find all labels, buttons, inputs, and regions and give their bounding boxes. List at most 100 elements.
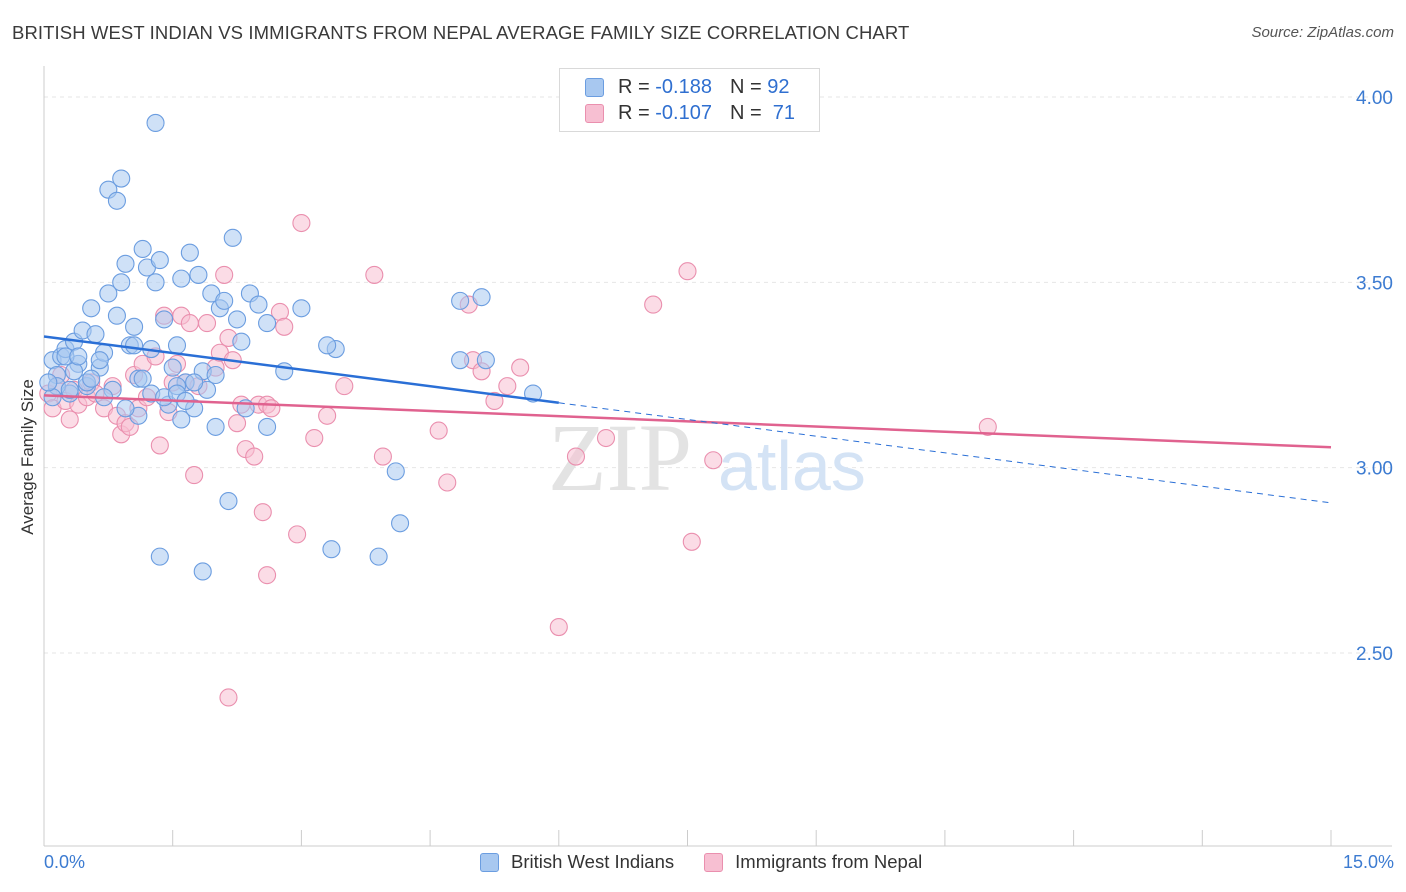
data-point xyxy=(167,336,187,355)
data-point xyxy=(292,213,311,233)
data-point xyxy=(438,473,457,492)
data-point xyxy=(228,310,247,329)
data-point xyxy=(180,243,199,262)
data-point xyxy=(451,351,470,370)
trend-line-nepal xyxy=(43,394,1332,449)
data-point xyxy=(451,291,470,310)
data-point xyxy=(116,254,135,273)
data-point xyxy=(275,362,294,381)
legend-swatch-pink xyxy=(704,852,724,872)
data-point xyxy=(172,269,191,288)
data-point xyxy=(253,503,272,522)
y-tick-label: 3.50 xyxy=(1356,273,1393,294)
data-point xyxy=(245,447,264,466)
legend-item-bwi: British West Indians xyxy=(480,851,674,873)
data-point xyxy=(112,169,131,188)
data-point xyxy=(596,428,616,448)
data-point xyxy=(193,562,212,581)
data-point xyxy=(172,410,191,429)
data-point xyxy=(82,299,101,318)
data-point xyxy=(206,417,225,436)
n-label: N = xyxy=(729,75,762,98)
data-point xyxy=(163,358,182,377)
data-point xyxy=(150,436,169,455)
r-label: R = xyxy=(618,101,650,124)
watermark: ZIP atlas xyxy=(548,404,866,511)
legend-swatch-pink xyxy=(585,103,604,123)
data-point xyxy=(549,618,568,637)
data-point xyxy=(369,547,388,566)
x-tick-label-min: 0.0% xyxy=(44,852,86,872)
data-point xyxy=(146,113,165,132)
data-point xyxy=(180,314,199,333)
y-tick-label: 2.50 xyxy=(1356,644,1393,665)
r-label: R = xyxy=(618,75,650,98)
data-point xyxy=(125,336,144,355)
data-point xyxy=(69,347,88,366)
series-legend: British West Indians Immigrants from Nep… xyxy=(480,851,952,873)
data-point xyxy=(476,351,495,370)
data-point xyxy=(365,265,384,284)
legend-row-nepal: R = -0.107 N = 71 xyxy=(585,100,795,126)
y-tick-label: 3.00 xyxy=(1356,459,1393,480)
data-point xyxy=(318,406,337,425)
data-point xyxy=(215,291,234,310)
data-point xyxy=(90,351,109,370)
y-axis-label: Average Family Size xyxy=(18,379,37,535)
data-point xyxy=(678,262,697,281)
r-value: -0.107 xyxy=(655,101,712,124)
data-point xyxy=(185,373,204,392)
data-point xyxy=(150,547,169,566)
trend-line-bwi-extension xyxy=(558,402,1332,504)
data-point xyxy=(185,466,204,485)
r-value: -0.188 xyxy=(655,75,712,98)
data-point xyxy=(258,566,277,585)
data-point xyxy=(146,273,165,292)
legend-label-nepal: Immigrants from Nepal xyxy=(735,851,923,872)
data-point xyxy=(60,380,79,399)
n-value: 71 xyxy=(772,101,796,124)
legend-label-bwi: British West Indians xyxy=(511,851,675,872)
data-point xyxy=(258,314,277,333)
watermark-atlas: atlas xyxy=(718,427,866,505)
data-point xyxy=(485,391,504,410)
data-point xyxy=(133,239,152,259)
data-point xyxy=(262,399,281,418)
data-point xyxy=(86,325,105,344)
data-point xyxy=(386,462,405,481)
y-tick-label: 4.00 xyxy=(1356,88,1393,109)
data-point xyxy=(133,369,152,388)
data-point xyxy=(232,332,251,351)
data-point xyxy=(125,317,144,336)
legend-swatch-blue xyxy=(585,77,604,97)
data-point xyxy=(215,265,234,284)
data-point xyxy=(112,273,131,292)
data-point xyxy=(335,377,354,396)
data-point xyxy=(288,525,307,544)
data-point xyxy=(197,314,217,333)
data-point xyxy=(150,251,169,270)
data-point xyxy=(373,447,392,466)
data-point xyxy=(292,299,311,318)
data-point xyxy=(498,377,517,396)
data-point xyxy=(228,414,247,433)
data-point xyxy=(644,295,663,314)
chart-title: BRITISH WEST INDIAN VS IMMIGRANTS FROM N… xyxy=(12,22,910,43)
legend-swatch-blue xyxy=(480,852,499,872)
data-point xyxy=(258,417,277,436)
data-point xyxy=(472,288,491,307)
data-point xyxy=(60,410,79,429)
data-point xyxy=(275,317,294,336)
data-point xyxy=(391,514,410,533)
data-point xyxy=(682,532,701,551)
n-value: 92 xyxy=(767,75,790,98)
data-point xyxy=(566,447,586,466)
data-point xyxy=(223,228,242,247)
data-point xyxy=(249,295,268,314)
legend-row-bwi: R = -0.188 N = 92 xyxy=(585,74,789,100)
x-tick-label-max: 15.0% xyxy=(1342,852,1394,872)
data-point xyxy=(107,191,126,210)
data-point xyxy=(219,491,238,511)
data-point xyxy=(429,421,448,440)
